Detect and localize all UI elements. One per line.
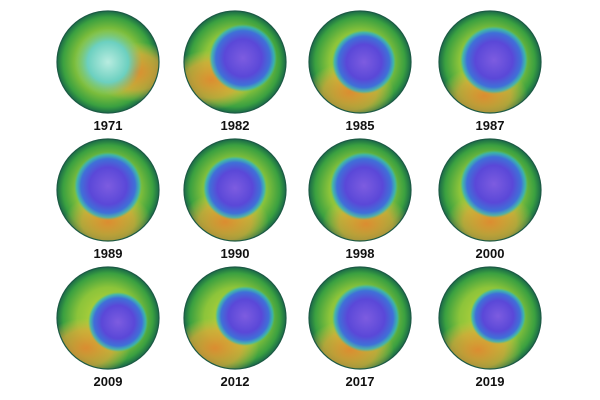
globe-rim [438,266,542,370]
globe-rim [438,138,542,242]
globe [308,138,412,242]
globe-body [57,139,159,241]
ozone-hole [460,150,528,218]
year-label: 2017 [346,374,375,389]
globe [438,266,542,370]
year-label: 1989 [94,246,123,261]
globe [56,138,160,242]
globe-rim [438,10,542,114]
pale-center [74,28,142,96]
globe [56,10,160,114]
globe [183,266,287,370]
globe-body [184,11,286,113]
year-label: 1985 [346,118,375,133]
globe-body [439,267,541,369]
globe-body [309,267,411,369]
year-label: 2012 [221,374,250,389]
globe-body [184,139,286,241]
year-label: 2000 [476,246,505,261]
globe-body [309,139,411,241]
year-label: 1998 [346,246,375,261]
ozone-hole [330,152,398,220]
year-label: 1971 [94,118,123,133]
ozone-hole [470,288,526,344]
year-label: 1987 [476,118,505,133]
globe-body [439,139,541,241]
globe-rim [183,138,287,242]
globe-rim [308,138,412,242]
globe-body [57,267,159,369]
year-label: 2009 [94,374,123,389]
ozone-hole [460,26,528,94]
globe-body [184,267,286,369]
globe [308,266,412,370]
globe-rim [183,266,287,370]
ozone-hole [209,24,277,92]
globe-body [309,11,411,113]
globe-body [439,11,541,113]
globe [438,10,542,114]
globe-body [57,11,159,113]
year-label: 2019 [476,374,505,389]
globe [308,10,412,114]
ozone-hole [332,30,396,94]
globe-rim [308,266,412,370]
ozone-hole [215,286,275,346]
globe-rim [56,138,160,242]
globe-rim [56,266,160,370]
year-label: 1982 [221,118,250,133]
ozone-hole [88,292,148,352]
ozone-hole [332,284,400,352]
globe-rim [183,10,287,114]
globe [56,266,160,370]
globe-rim [308,10,412,114]
globe [183,10,287,114]
globe [438,138,542,242]
globe [183,138,287,242]
ozone-hole [74,152,142,220]
year-label: 1990 [221,246,250,261]
globe-rim [56,10,160,114]
ozone-hole [203,156,267,220]
